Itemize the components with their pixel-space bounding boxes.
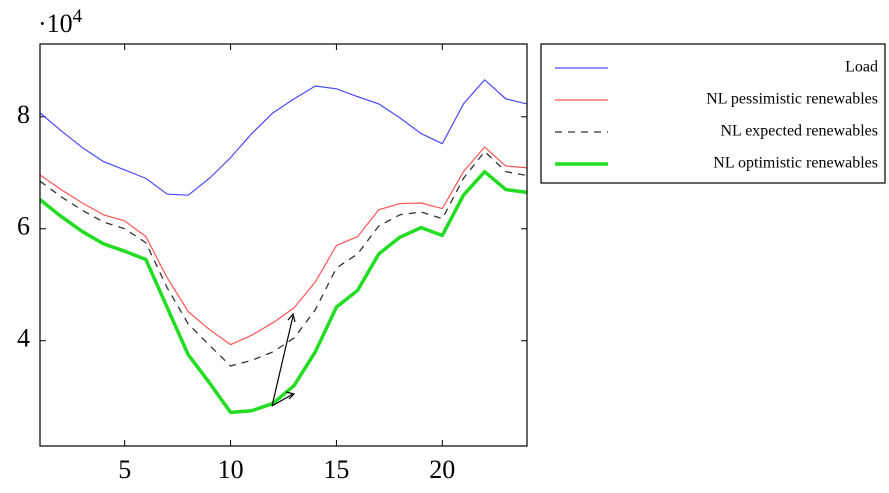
series-line [39, 79, 528, 196]
arrow-head [285, 391, 296, 400]
y-tick-label: 8 [17, 100, 30, 129]
plot-frame [39, 43, 528, 447]
legend-label: NL optimistic renewables [713, 155, 878, 172]
arrow [271, 315, 294, 407]
y-tick-label: 4 [17, 324, 30, 353]
x-tick-label: 5 [118, 455, 131, 484]
legend-label: NL expected renewables [720, 123, 878, 140]
x-tick-label: 10 [218, 455, 244, 484]
legend-label: NL pessimistic renewables [706, 91, 878, 108]
series-line [39, 146, 528, 346]
series-line [39, 150, 528, 367]
arrow [271, 393, 294, 407]
legend: Load NL pessimistic renewables NL expected… [555, 59, 878, 172]
series-line [38, 169, 528, 415]
legend-label: Load [845, 59, 878, 76]
multiplier-base: ·10 [38, 9, 73, 38]
arrow-head [287, 312, 296, 323]
axis-multiplier: ·104 [38, 6, 83, 38]
x-tick-label: 15 [323, 455, 349, 484]
annotation-arrows [271, 312, 296, 407]
multiplier-exponent: 4 [73, 6, 83, 27]
legend-box [540, 43, 886, 184]
x-tick-label: 20 [429, 455, 455, 484]
plot-area [38, 44, 528, 446]
y-tick-label: 6 [17, 212, 30, 241]
